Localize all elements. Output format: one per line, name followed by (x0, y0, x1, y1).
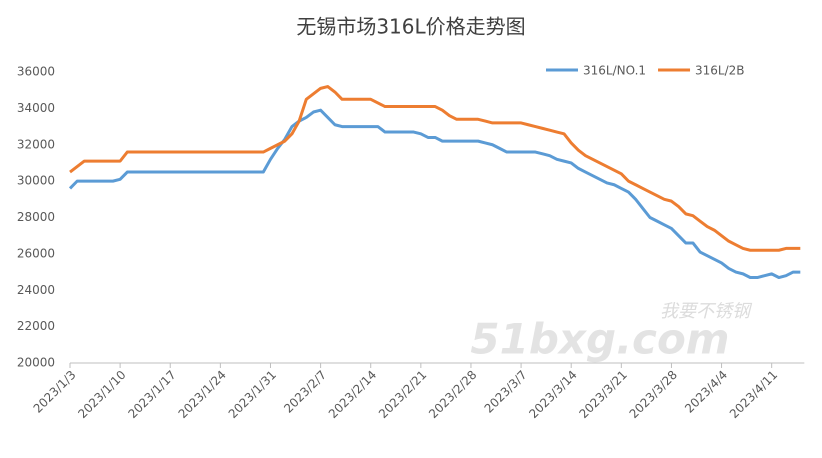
x-tick-label: 2023/1/10 (75, 368, 128, 421)
x-tick-label: 2023/2/14 (326, 368, 379, 421)
y-tick-label: 20000 (17, 356, 55, 370)
x-tick-label: 2023/1/31 (226, 368, 279, 421)
watermark: 我要不锈钢 (660, 301, 753, 322)
y-tick-label: 28000 (17, 210, 55, 224)
x-tick-label: 2023/1/24 (176, 368, 229, 421)
x-tick-label: 2023/3/14 (526, 368, 579, 421)
series-line (68, 108, 801, 280)
y-tick-label: 26000 (17, 246, 55, 260)
y-tick-label: 22000 (17, 319, 55, 333)
y-tick-label: 36000 (17, 65, 55, 79)
y-tick-label: 30000 (17, 174, 55, 188)
x-tick-label: 2023/3/7 (482, 368, 530, 416)
x-tick-label: 2023/2/7 (281, 368, 329, 416)
legend-label: 316L/NO.1 (583, 64, 646, 78)
watermark: 51bxg.com (470, 315, 729, 364)
y-tick-label: 24000 (17, 283, 55, 297)
x-tick-label: 2023/2/21 (376, 368, 429, 421)
chart-title: 无锡市场316L价格走势图 (296, 15, 525, 39)
x-tick-label: 2023/1/17 (125, 368, 178, 421)
x-tick-label: 2023/4/4 (682, 368, 730, 416)
y-tick-label: 32000 (17, 137, 55, 151)
legend-label: 316L/2B (695, 64, 745, 78)
x-tick-label: 2023/4/11 (727, 368, 780, 421)
x-tick-label: 2023/3/28 (627, 368, 680, 421)
x-tick-label: 2023/2/28 (426, 368, 479, 421)
y-tick-label: 34000 (17, 101, 55, 115)
series-line (69, 85, 801, 252)
x-tick-label: 2023/3/21 (577, 368, 630, 421)
x-tick-label: 2023/1/3 (31, 368, 79, 416)
